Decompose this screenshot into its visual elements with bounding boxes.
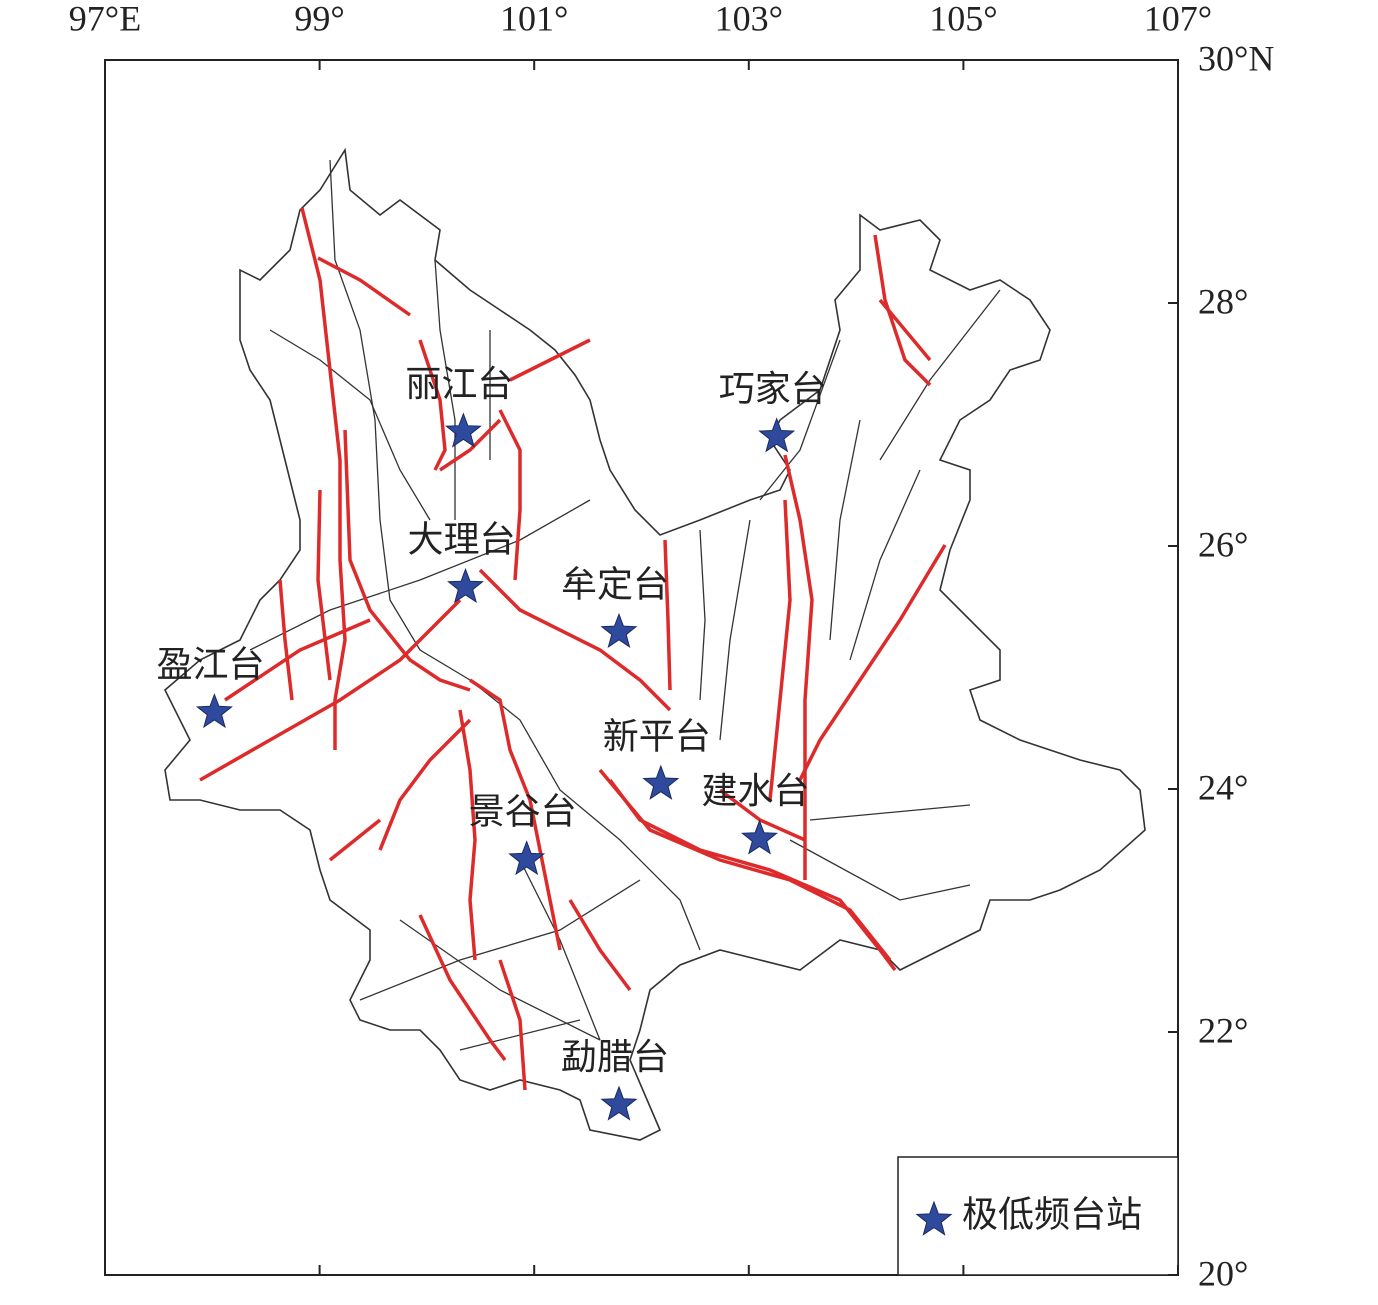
y-tick-label: 24°: [1198, 767, 1248, 807]
y-tick-label: 26°: [1198, 524, 1248, 564]
station-label: 丽江台: [405, 364, 513, 404]
y-tick-label: 22°: [1198, 1010, 1248, 1050]
station-marker: [508, 840, 546, 876]
x-tick-label: 107°: [1144, 0, 1212, 38]
black-faults: [249, 159, 1001, 1051]
x-tick-label: 101°: [500, 0, 568, 38]
x-tick-label: 99°: [294, 0, 344, 38]
x-tick-label: 103°: [715, 0, 783, 38]
station-label: 景谷台: [469, 792, 577, 832]
station-marker: [195, 693, 233, 729]
x-tick-label: 97°E: [69, 0, 141, 38]
station-label: 牟定台: [561, 565, 669, 605]
red-faults: [199, 207, 947, 1091]
station-label: 建水台: [702, 771, 810, 811]
station-marker: [642, 764, 680, 800]
station-label: 新平台: [603, 716, 711, 756]
y-tick-label: 28°: [1198, 281, 1248, 321]
station-label: 巧家台: [719, 369, 827, 409]
station-marker: [758, 417, 796, 453]
station-marker: [447, 567, 484, 604]
legend-marker: [915, 1200, 953, 1236]
province-outline: [164, 147, 1146, 1141]
station-marker: [600, 612, 638, 648]
y-tick-label: 20°: [1198, 1253, 1248, 1293]
station-label: 盈江台: [156, 645, 264, 685]
x-tick-label: 105°: [929, 0, 997, 38]
station-label: 勐腊台: [561, 1037, 669, 1077]
station-marker: [444, 412, 482, 448]
station-label: 大理台: [408, 520, 516, 560]
legend-label: 极低频台站: [962, 1194, 1142, 1234]
map-frame: [104, 59, 1179, 1276]
station-marker: [600, 1085, 638, 1121]
y-tick-label: 30°N: [1198, 38, 1274, 78]
station-marker: [741, 819, 778, 855]
